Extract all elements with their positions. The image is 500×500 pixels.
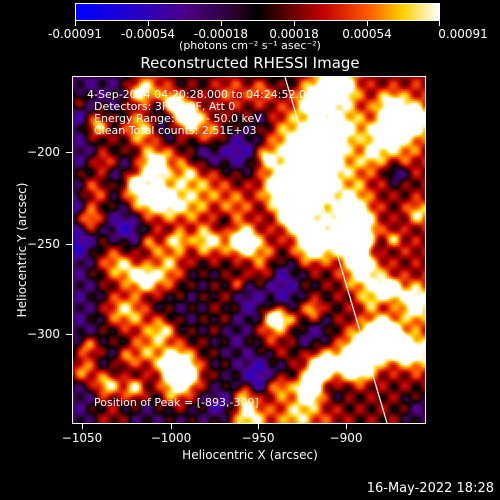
peak-position: Position of Peak = [-893,-309] bbox=[94, 396, 259, 409]
colorbar-tick-label: 0.00054 bbox=[342, 27, 392, 41]
x-tick-label: −950 bbox=[241, 431, 275, 445]
colorbar-tick bbox=[221, 21, 222, 26]
colorbar bbox=[75, 3, 440, 21]
y-tick-label: −300 bbox=[27, 327, 60, 341]
x-tick bbox=[258, 424, 259, 429]
limb-line bbox=[284, 77, 388, 423]
x-tick bbox=[171, 424, 172, 429]
x-tick-label: −900 bbox=[329, 431, 363, 445]
colorbar-tick-label: -0.00054 bbox=[121, 27, 175, 41]
x-tick-label: −1050 bbox=[61, 431, 103, 445]
x-tick bbox=[82, 424, 83, 429]
image-plot: 4-Sep-2014 04:20:28.000 to 04:24:52.000 … bbox=[72, 76, 426, 424]
date-stamp: 16-May-2022 18:28 bbox=[366, 481, 494, 496]
colorbar-tick bbox=[367, 21, 368, 26]
info-energy-range: Energy Range: 25.0 - 50.0 keV bbox=[94, 112, 262, 125]
colorbar-tick-label: 0.00018 bbox=[269, 27, 319, 41]
colorbar-gradient bbox=[76, 4, 439, 20]
y-axis-label: Heliocentric Y (arcsec) bbox=[15, 182, 29, 318]
y-tick bbox=[66, 152, 72, 153]
colorbar-tick bbox=[75, 21, 76, 26]
colorbar-units: (photons cm⁻² s⁻¹ asec⁻²) bbox=[179, 39, 321, 52]
colorbar-tick bbox=[294, 21, 295, 26]
x-tick-label: −1000 bbox=[150, 431, 192, 445]
colorbar-tick bbox=[148, 21, 149, 26]
colorbar-tick bbox=[439, 21, 440, 26]
y-tick bbox=[66, 244, 72, 245]
colorbar-tick-label: 0.00091 bbox=[438, 27, 488, 41]
colorbar-tick-label: -0.00091 bbox=[48, 27, 102, 41]
y-tick-label: −200 bbox=[27, 145, 60, 159]
y-tick-label: −250 bbox=[27, 237, 60, 251]
info-detectors: Detectors: 3F 6F 9F, Att 0 bbox=[94, 100, 236, 113]
info-clean-counts: Clean Total counts: 2.51E+03 bbox=[94, 124, 257, 137]
rhessi-image bbox=[73, 77, 425, 423]
solar-limb bbox=[284, 77, 388, 423]
plot-title: Reconstructed RHESSI Image bbox=[140, 54, 360, 72]
info-time-range: 4-Sep-2014 04:20:28.000 to 04:24:52.000 bbox=[87, 88, 320, 101]
x-axis-label: Heliocentric X (arcsec) bbox=[182, 448, 318, 462]
colorbar-tick-label: -0.00018 bbox=[194, 27, 248, 41]
y-tick bbox=[66, 334, 72, 335]
x-tick bbox=[346, 424, 347, 429]
